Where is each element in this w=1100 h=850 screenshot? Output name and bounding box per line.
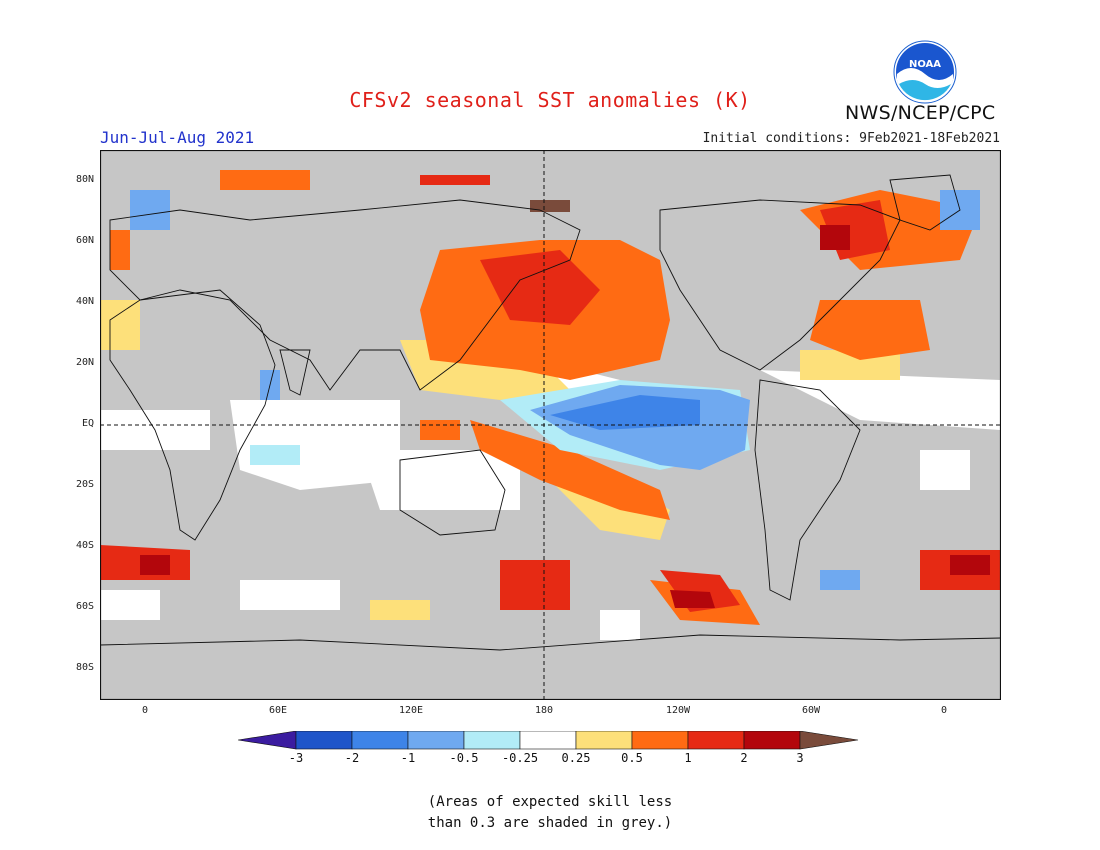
lat-label: 20S: [75, 479, 94, 491]
lat-label: 80N: [75, 173, 94, 185]
colorbar-arrow-high: [799, 731, 859, 750]
colorbar-box: [575, 731, 633, 750]
lon-label: 120E: [398, 705, 424, 716]
anomaly-gt3: [530, 200, 570, 212]
anomaly-neg1-2: [550, 395, 700, 430]
lat-label: EQ: [81, 418, 94, 429]
colorbar-box: [295, 731, 353, 750]
initial-conditions: Initial conditions: 9Feb2021-18Feb2021: [702, 131, 1000, 146]
colorbar-tick-label: -2: [344, 751, 360, 765]
colorbar-tick-label: -0.25: [501, 751, 539, 765]
colorbar-arrow-low: [238, 731, 297, 750]
colorbar-tick-label: 1: [684, 751, 692, 765]
colorbar-box: [351, 731, 409, 750]
note-line-1: (Areas of expected skill less: [427, 794, 673, 810]
colorbar-box: [519, 731, 577, 750]
lat-label: 80S: [75, 662, 94, 674]
lat-label: 60N: [75, 234, 94, 246]
lat-label: 20N: [75, 356, 94, 368]
colorbar-box: [463, 731, 521, 750]
colorbar-box: [743, 731, 801, 750]
colorbar-tick-label: 2: [740, 751, 748, 765]
agency-label: NWS/NCEP/CPC: [845, 102, 996, 124]
colorbar: [238, 731, 859, 750]
lat-label: 40N: [75, 295, 94, 307]
lon-label: 60W: [801, 705, 821, 716]
lat-label: 60S: [75, 601, 94, 613]
map-frame: [100, 150, 1001, 700]
map-title: CFSv2 seasonal SST anomalies (K): [349, 88, 751, 112]
noaa-logo: NOAA: [893, 40, 957, 104]
note-line-2: than 0.3 are shaded in grey.): [427, 815, 673, 831]
colorbar-box: [687, 731, 745, 750]
skill-note: (Areas of expected skill less than 0.3 a…: [0, 792, 1100, 834]
colorbar-tick-label: -3: [288, 751, 304, 765]
lon-label: 60E: [268, 705, 288, 716]
colorbar-box: [407, 731, 465, 750]
colorbar-tick-label: -0.5: [449, 751, 479, 765]
forecast-period: Jun-Jul-Aug 2021: [100, 128, 255, 147]
lon-label: 0: [141, 705, 149, 716]
colorbar-tick-label: -1: [400, 751, 416, 765]
lon-label: 180: [534, 705, 554, 716]
logo-text: NOAA: [909, 59, 941, 70]
colorbar-tick-label: 0.25: [561, 751, 591, 765]
colorbar-tick-label: 0.5: [621, 751, 643, 765]
lon-label: 0: [940, 705, 948, 716]
coastlines: [100, 174, 1001, 651]
sst-anomaly-map: [100, 150, 1001, 700]
lon-label: 120W: [665, 705, 691, 716]
lat-label: 40S: [75, 540, 94, 552]
colorbar-tick-label: 3: [796, 751, 804, 765]
anomaly-2-3: [140, 225, 990, 608]
colorbar-box: [631, 731, 689, 750]
